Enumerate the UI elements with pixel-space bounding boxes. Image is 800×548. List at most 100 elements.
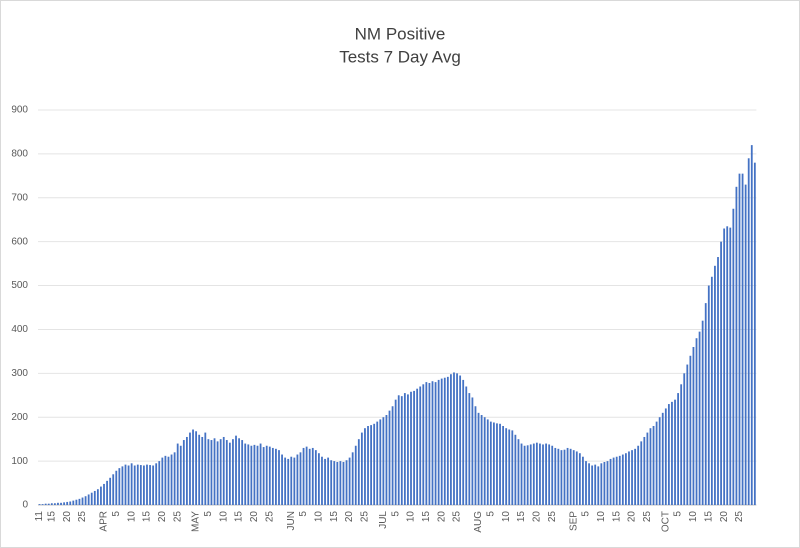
bar [253, 444, 256, 505]
bar [456, 373, 458, 505]
bar [164, 455, 167, 505]
bar [413, 390, 415, 505]
bar [582, 456, 584, 505]
x-tick-label: 25 [734, 511, 745, 523]
bar [683, 373, 686, 505]
x-tick-label: 11 [34, 511, 45, 522]
x-tick-label: 5 [203, 511, 214, 517]
bar [244, 443, 247, 505]
bar [146, 464, 148, 505]
bar [376, 421, 379, 505]
bar [348, 457, 351, 505]
bar [492, 422, 495, 505]
bar [333, 461, 336, 505]
x-tick-label: OCT [660, 511, 671, 532]
bar [278, 450, 280, 505]
bar [450, 374, 452, 505]
bar [155, 463, 158, 505]
bar [219, 439, 222, 505]
bar [732, 208, 735, 505]
y-tick-label: 0 [22, 500, 28, 511]
bar [692, 347, 695, 505]
bar [152, 465, 155, 505]
y-tick-label: 600 [11, 236, 28, 247]
bar [189, 432, 191, 505]
bar [428, 382, 431, 505]
x-tick-label: 25 [547, 511, 558, 523]
bar [339, 461, 342, 505]
x-tick-label: SEP [568, 511, 579, 531]
bar [63, 502, 65, 505]
bar [440, 378, 443, 505]
bar [60, 502, 62, 505]
bar [557, 448, 560, 505]
bar [508, 429, 511, 505]
bar [446, 376, 449, 505]
bar [391, 406, 394, 505]
bar [173, 452, 176, 505]
bar [514, 434, 517, 505]
bar [532, 443, 535, 505]
y-tick-label: 900 [11, 105, 28, 116]
bar [324, 458, 326, 505]
x-tick-label: 20 [627, 511, 638, 523]
bar [84, 496, 87, 505]
bar [459, 375, 462, 505]
x-tick-label: 10 [688, 511, 699, 523]
bar [477, 412, 480, 505]
x-tick-label: 25 [264, 511, 275, 523]
x-tick-label: 20 [344, 511, 355, 523]
bar [287, 458, 290, 505]
bar [69, 501, 72, 505]
bar [204, 432, 207, 505]
bar [750, 145, 753, 505]
x-tick-label: 5 [390, 511, 401, 517]
bar [548, 444, 551, 505]
bar [655, 421, 658, 505]
bar [115, 470, 118, 505]
bar [370, 425, 372, 505]
bar [259, 443, 262, 505]
bar [603, 461, 606, 505]
bar [453, 372, 455, 505]
x-tick-label: 25 [77, 511, 88, 523]
bar [336, 461, 339, 505]
bar [130, 463, 133, 505]
bar [511, 430, 514, 505]
bar [640, 441, 643, 505]
bar [689, 355, 692, 505]
x-tick-label: 5 [673, 511, 684, 517]
x-tick-label: 10 [314, 511, 325, 523]
bar [652, 426, 655, 505]
bar [302, 447, 305, 505]
bar [127, 465, 130, 505]
bar [207, 439, 210, 505]
bar [228, 442, 231, 505]
bar [284, 457, 287, 505]
bar [250, 445, 253, 505]
bar [198, 434, 201, 505]
bar [416, 388, 419, 505]
bar [480, 415, 483, 505]
bar [357, 439, 360, 505]
bar [241, 440, 244, 505]
bar [489, 421, 492, 505]
x-tick-label: 15 [611, 511, 622, 523]
bar [407, 394, 409, 505]
bar [529, 444, 532, 505]
bar [75, 499, 78, 505]
bar [606, 461, 609, 505]
y-tick-label: 800 [11, 149, 28, 160]
bar [560, 450, 563, 505]
bar [388, 410, 391, 505]
y-tick-label: 700 [11, 192, 28, 203]
bar [201, 436, 204, 505]
bar [314, 450, 317, 505]
bar [161, 457, 164, 505]
bar [585, 461, 587, 505]
bar [465, 386, 468, 505]
bar [167, 456, 170, 505]
bar [192, 429, 194, 505]
bar [133, 465, 136, 505]
bar [643, 436, 646, 505]
